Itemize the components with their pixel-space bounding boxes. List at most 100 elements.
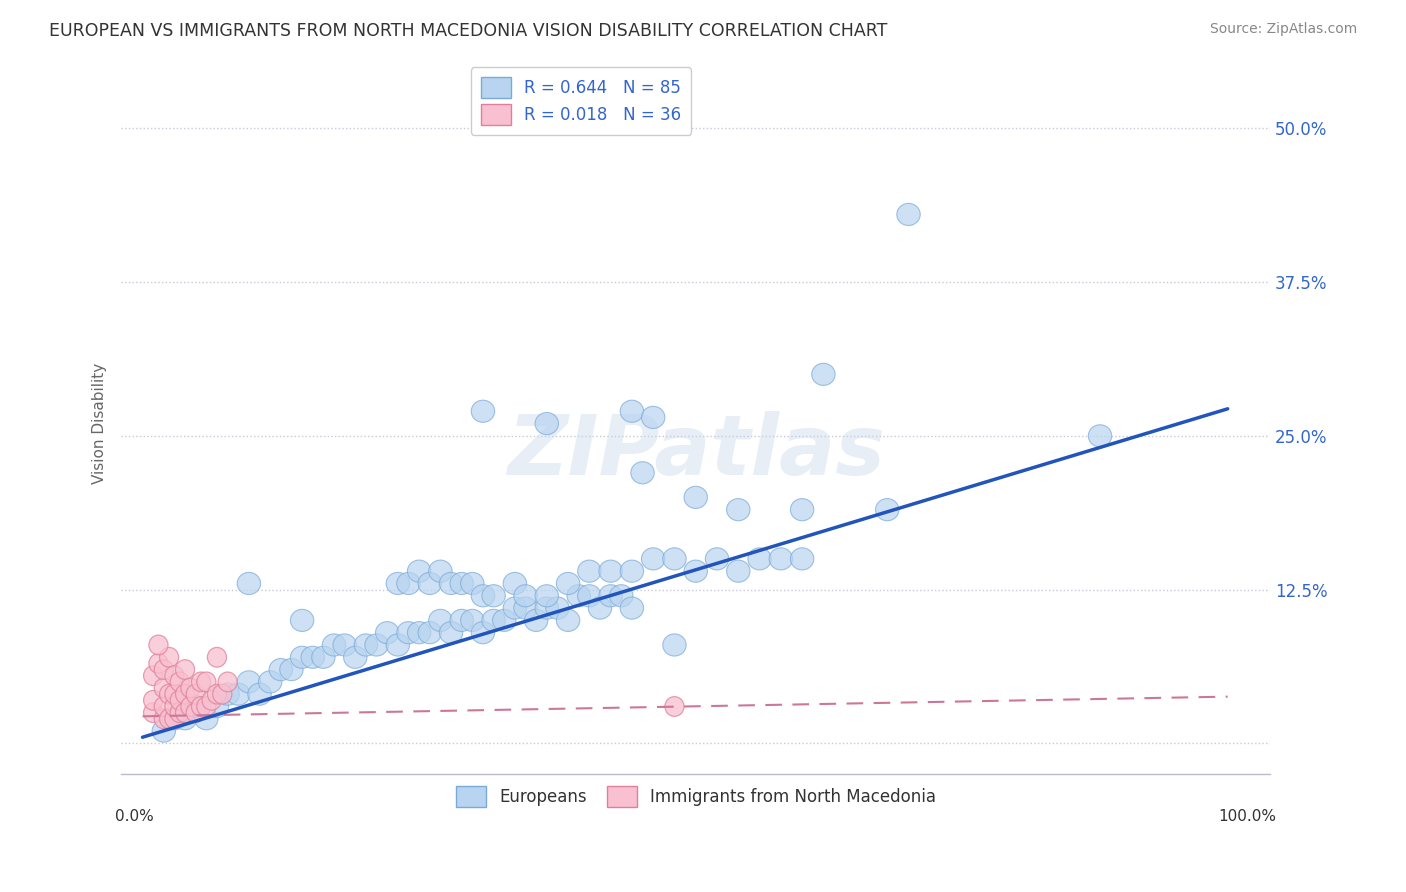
Legend: Europeans, Immigrants from North Macedonia: Europeans, Immigrants from North Macedon…	[447, 778, 945, 815]
Ellipse shape	[536, 584, 558, 607]
Ellipse shape	[665, 697, 685, 716]
Ellipse shape	[163, 707, 186, 730]
Ellipse shape	[176, 684, 194, 704]
Ellipse shape	[727, 499, 749, 521]
Ellipse shape	[811, 363, 835, 385]
Ellipse shape	[599, 560, 623, 582]
Ellipse shape	[152, 720, 176, 742]
Ellipse shape	[631, 462, 654, 483]
Ellipse shape	[322, 634, 346, 656]
Ellipse shape	[685, 486, 707, 508]
Ellipse shape	[418, 573, 441, 595]
Ellipse shape	[588, 597, 612, 619]
Ellipse shape	[641, 548, 665, 570]
Ellipse shape	[471, 401, 495, 422]
Ellipse shape	[202, 690, 221, 710]
Ellipse shape	[238, 671, 260, 693]
Ellipse shape	[513, 584, 537, 607]
Ellipse shape	[727, 560, 749, 582]
Ellipse shape	[155, 709, 173, 729]
Ellipse shape	[269, 658, 292, 681]
Ellipse shape	[876, 499, 898, 521]
Ellipse shape	[450, 609, 474, 632]
Ellipse shape	[170, 672, 190, 691]
Ellipse shape	[170, 690, 190, 710]
Ellipse shape	[578, 560, 600, 582]
Ellipse shape	[205, 696, 229, 717]
Ellipse shape	[280, 658, 304, 681]
Ellipse shape	[662, 634, 686, 656]
Text: Source: ZipAtlas.com: Source: ZipAtlas.com	[1209, 22, 1357, 37]
Ellipse shape	[176, 660, 194, 680]
Ellipse shape	[208, 648, 226, 667]
Ellipse shape	[662, 548, 686, 570]
Text: ZIPatlas: ZIPatlas	[506, 411, 884, 492]
Ellipse shape	[461, 573, 484, 595]
Ellipse shape	[482, 584, 505, 607]
Ellipse shape	[165, 684, 184, 704]
Ellipse shape	[897, 203, 920, 226]
Ellipse shape	[170, 703, 190, 723]
Ellipse shape	[159, 684, 179, 704]
Ellipse shape	[375, 622, 399, 644]
Ellipse shape	[396, 573, 420, 595]
Ellipse shape	[165, 709, 184, 729]
Ellipse shape	[1088, 425, 1112, 447]
Ellipse shape	[218, 672, 238, 691]
Text: EUROPEAN VS IMMIGRANTS FROM NORTH MACEDONIA VISION DISABILITY CORRELATION CHART: EUROPEAN VS IMMIGRANTS FROM NORTH MACEDO…	[49, 22, 887, 40]
Ellipse shape	[155, 697, 173, 716]
Ellipse shape	[471, 584, 495, 607]
Ellipse shape	[186, 684, 205, 704]
Ellipse shape	[176, 703, 194, 723]
Ellipse shape	[165, 666, 184, 686]
Ellipse shape	[790, 499, 814, 521]
Ellipse shape	[343, 646, 367, 668]
Ellipse shape	[291, 609, 314, 632]
Ellipse shape	[259, 671, 281, 693]
Ellipse shape	[599, 584, 623, 607]
Ellipse shape	[578, 584, 600, 607]
Ellipse shape	[301, 646, 325, 668]
Ellipse shape	[557, 609, 579, 632]
Ellipse shape	[439, 622, 463, 644]
Ellipse shape	[247, 683, 271, 706]
Ellipse shape	[513, 597, 537, 619]
Ellipse shape	[567, 584, 591, 607]
Ellipse shape	[461, 609, 484, 632]
Ellipse shape	[387, 634, 409, 656]
Ellipse shape	[194, 707, 218, 730]
Ellipse shape	[439, 573, 463, 595]
Ellipse shape	[429, 609, 453, 632]
Ellipse shape	[184, 696, 208, 717]
Text: 0.0%: 0.0%	[115, 809, 155, 824]
Ellipse shape	[685, 560, 707, 582]
Ellipse shape	[143, 666, 163, 686]
Ellipse shape	[503, 573, 527, 595]
Text: 100.0%: 100.0%	[1218, 809, 1277, 824]
Ellipse shape	[173, 707, 197, 730]
Ellipse shape	[471, 622, 495, 644]
Ellipse shape	[354, 634, 378, 656]
Ellipse shape	[238, 573, 260, 595]
Ellipse shape	[197, 672, 217, 691]
Ellipse shape	[450, 573, 474, 595]
Ellipse shape	[620, 401, 644, 422]
Ellipse shape	[212, 684, 232, 704]
Ellipse shape	[706, 548, 728, 570]
Ellipse shape	[159, 648, 179, 667]
Ellipse shape	[503, 597, 527, 619]
Ellipse shape	[620, 560, 644, 582]
Ellipse shape	[396, 622, 420, 644]
Ellipse shape	[181, 678, 200, 698]
Ellipse shape	[149, 635, 169, 655]
Ellipse shape	[610, 584, 633, 607]
Ellipse shape	[769, 548, 793, 570]
Ellipse shape	[620, 597, 644, 619]
Ellipse shape	[143, 703, 163, 723]
Ellipse shape	[408, 622, 430, 644]
Ellipse shape	[155, 678, 173, 698]
Ellipse shape	[524, 609, 548, 632]
Ellipse shape	[482, 609, 505, 632]
Y-axis label: Vision Disability: Vision Disability	[93, 363, 107, 484]
Ellipse shape	[312, 646, 335, 668]
